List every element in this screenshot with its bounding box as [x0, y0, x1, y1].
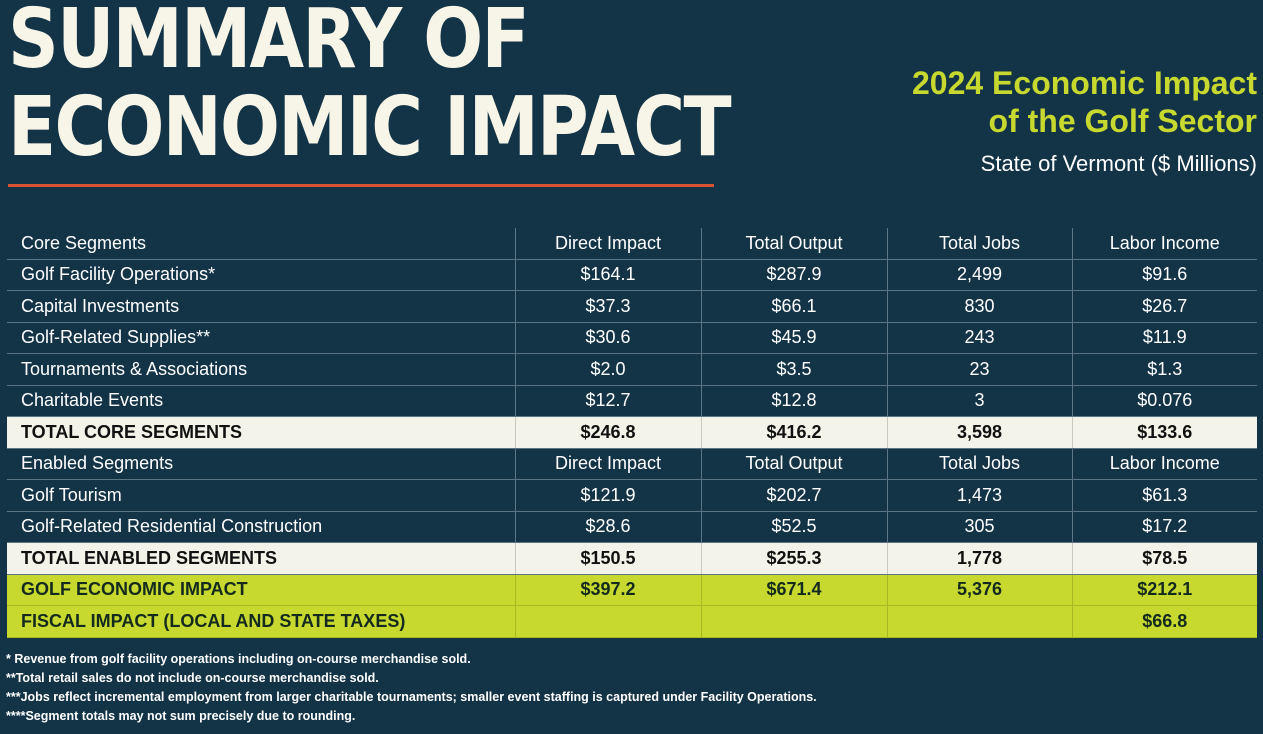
- value-cell: $2.0: [514, 353, 701, 386]
- value-cell: [514, 605, 701, 638]
- value-cell: $397.2: [514, 574, 701, 606]
- row-label-cell: Golf Tourism: [7, 479, 515, 512]
- value-cell: $255.3: [700, 542, 887, 575]
- value-cell: 2,499: [886, 259, 1072, 291]
- value-cell: [700, 605, 887, 638]
- value-cell: $78.5: [1071, 542, 1257, 575]
- column-header-cell: Total Jobs: [886, 228, 1072, 260]
- page-title-line-2: ECONOMIC IMPACT: [8, 80, 732, 175]
- value-cell: 3,598: [886, 416, 1072, 449]
- table-body: Core Segments Direct Impact Total Output To…: [7, 228, 1257, 638]
- value-cell: $11.9: [1071, 322, 1257, 354]
- economic-impact-table: Core Segments Direct Impact Total Output To…: [7, 228, 1257, 638]
- value-cell: $26.7: [1071, 290, 1257, 323]
- table-total-row: GOLF ECONOMIC IMPACT $397.2 $671.4 5,376 $21…: [7, 574, 1257, 606]
- value-cell: $212.1: [1071, 574, 1257, 606]
- column-header-cell: Labor Income: [1071, 448, 1257, 480]
- value-cell: $133.6: [1071, 416, 1257, 449]
- row-label-cell: FISCAL IMPACT (LOCAL AND STATE TAXES): [7, 605, 515, 638]
- section-header-cell: Enabled Segments: [7, 448, 515, 480]
- value-cell: $12.8: [700, 385, 887, 417]
- column-header-cell: Total Output: [700, 228, 887, 260]
- footnote: * Revenue from golf facility operations …: [6, 652, 471, 666]
- row-label-cell: TOTAL CORE SEGMENTS: [7, 416, 515, 449]
- value-cell: 1,473: [886, 479, 1072, 512]
- row-label-cell: Capital Investments: [7, 290, 515, 323]
- value-cell: 3: [886, 385, 1072, 417]
- value-cell: $17.2: [1071, 511, 1257, 543]
- table-row: Golf-Related Residential Construction $28…: [7, 511, 1257, 543]
- page-title: SUMMARY OF ECONOMIC IMPACT: [8, 0, 732, 175]
- table-row: Golf Facility Operations* $164.1 $287.9 2,4…: [7, 259, 1257, 291]
- value-cell: $121.9: [514, 479, 701, 512]
- report-scope-label: State of Vermont ($ Millions): [980, 151, 1257, 176]
- table-row: Charitable Events $12.7 $12.8 3 $0.076: [7, 385, 1257, 417]
- row-label-cell: Golf-Related Residential Construction: [7, 511, 515, 543]
- row-label-cell: Charitable Events: [7, 385, 515, 417]
- row-label-cell: Golf-Related Supplies**: [7, 322, 515, 354]
- section-header-cell: Core Segments: [7, 228, 515, 260]
- table-row: Capital Investments $37.3 $66.1 830 $26.7: [7, 290, 1257, 323]
- report-subtitle: 2024 Economic Impact of the Golf Sector: [912, 64, 1257, 140]
- value-cell: 243: [886, 322, 1072, 354]
- value-cell: $30.6: [514, 322, 701, 354]
- value-cell: $202.7: [700, 479, 887, 512]
- table-total-row: FISCAL IMPACT (LOCAL AND STATE TAXES) $66…: [7, 605, 1257, 638]
- value-cell: $45.9: [700, 322, 887, 354]
- value-cell: [886, 605, 1072, 638]
- value-cell: $287.9: [700, 259, 887, 291]
- table-row: Tournaments & Associations $2.0 $3.5 23 $1.3: [7, 353, 1257, 386]
- value-cell: $0.076: [1071, 385, 1257, 417]
- title-underline-rule: [8, 184, 714, 187]
- footnotes: * Revenue from golf facility operations …: [6, 650, 817, 726]
- value-cell: $52.5: [700, 511, 887, 543]
- value-cell: $150.5: [514, 542, 701, 575]
- value-cell: $61.3: [1071, 479, 1257, 512]
- column-header-cell: Total Jobs: [886, 448, 1072, 480]
- footnote: ***Jobs reflect incremental employment f…: [6, 690, 817, 704]
- table-header-row: Enabled Segments Direct Impact Total Outpu…: [7, 448, 1257, 480]
- column-header-cell: Direct Impact: [514, 448, 701, 480]
- report-subtitle-line-1: 2024 Economic Impact: [911, 65, 1257, 101]
- row-label-cell: Golf Facility Operations*: [7, 259, 515, 291]
- column-header-cell: Labor Income: [1071, 228, 1257, 260]
- page-title-line-1: SUMMARY OF: [8, 0, 530, 87]
- value-cell: 1,778: [886, 542, 1072, 575]
- value-cell: $1.3: [1071, 353, 1257, 386]
- value-cell: 5,376: [886, 574, 1072, 606]
- value-cell: $28.6: [514, 511, 701, 543]
- report-subtitle-line-2: of the Golf Sector: [988, 103, 1257, 139]
- footnote: ****Segment totals may not sum precisely…: [6, 709, 356, 723]
- column-header-cell: Total Output: [700, 448, 887, 480]
- footnote: **Total retail sales do not include on-c…: [6, 671, 379, 685]
- value-cell: $3.5: [700, 353, 887, 386]
- table-total-row: TOTAL ENABLED SEGMENTS $150.5 $255.3 1,778 $…: [7, 542, 1257, 575]
- value-cell: $91.6: [1071, 259, 1257, 291]
- row-label-cell: GOLF ECONOMIC IMPACT: [7, 574, 515, 606]
- value-cell: 305: [886, 511, 1072, 543]
- table-total-row: TOTAL CORE SEGMENTS $246.8 $416.2 3,598 $133…: [7, 416, 1257, 449]
- value-cell: $37.3: [514, 290, 701, 323]
- value-cell: $246.8: [514, 416, 701, 449]
- column-header-cell: Direct Impact: [514, 228, 701, 260]
- value-cell: $66.1: [700, 290, 887, 323]
- value-cell: $164.1: [514, 259, 701, 291]
- value-cell: 23: [886, 353, 1072, 386]
- table-row: Golf-Related Supplies** $30.6 $45.9 243 $11.…: [7, 322, 1257, 354]
- value-cell: $416.2: [700, 416, 887, 449]
- value-cell: $12.7: [514, 385, 701, 417]
- row-label-cell: Tournaments & Associations: [7, 353, 515, 386]
- table-header-row: Core Segments Direct Impact Total Output To…: [7, 228, 1257, 260]
- row-label-cell: TOTAL ENABLED SEGMENTS: [7, 542, 515, 575]
- value-cell: 830: [886, 290, 1072, 323]
- value-cell: $671.4: [700, 574, 887, 606]
- table-row: Golf Tourism $121.9 $202.7 1,473 $61.3: [7, 479, 1257, 512]
- value-cell: $66.8: [1071, 605, 1257, 638]
